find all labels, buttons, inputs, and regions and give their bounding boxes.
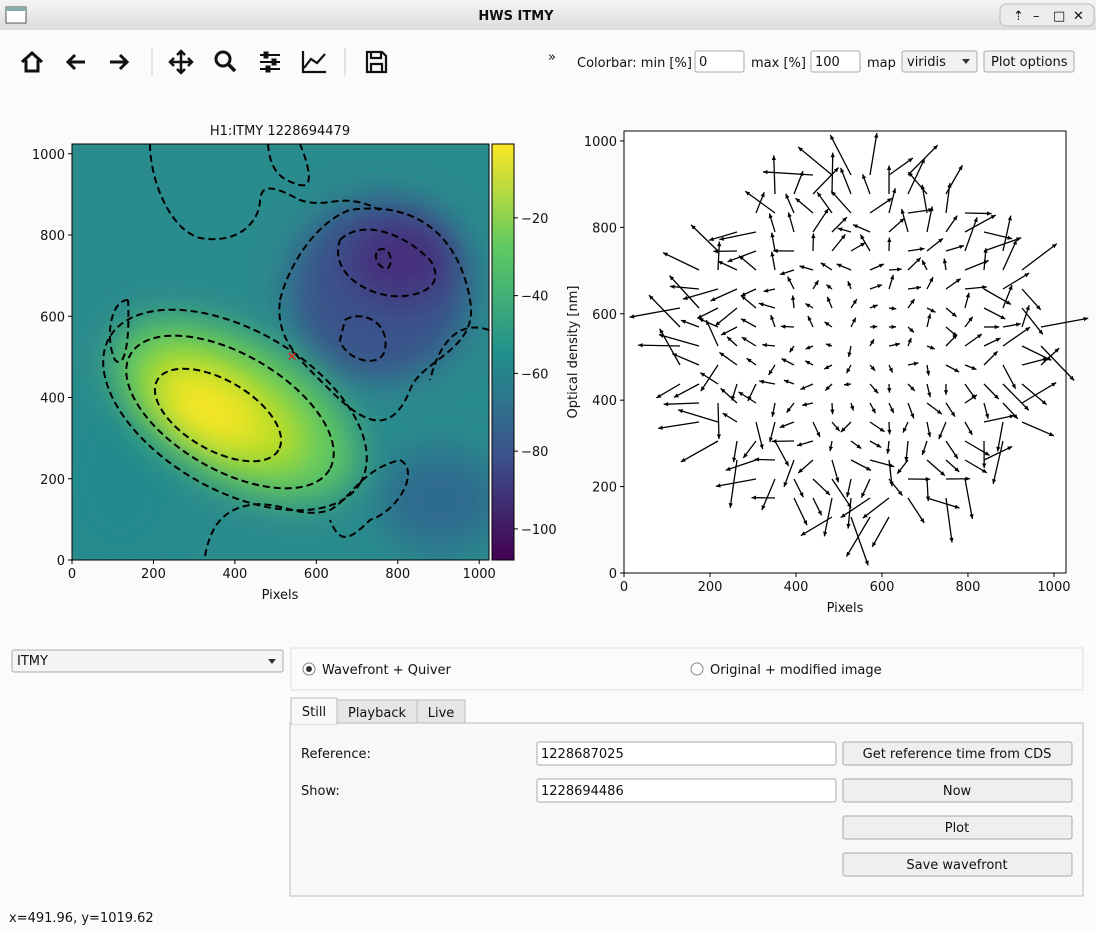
toolbar-overflow[interactable]: » xyxy=(548,50,556,65)
slider xyxy=(272,59,276,65)
x-tick-label: 400 xyxy=(784,580,809,595)
y-tick-label: 200 xyxy=(40,473,65,488)
radio-button[interactable] xyxy=(691,663,703,675)
x-tick-label: 1000 xyxy=(1037,580,1070,595)
slider xyxy=(264,52,268,58)
x-tick-label: 800 xyxy=(956,580,981,595)
colorbar xyxy=(492,144,514,560)
window-title: HWS ITMY xyxy=(478,9,554,24)
y-tick-label: 800 xyxy=(40,229,65,244)
window-buttons[interactable]: ⇡–□ ✕ xyxy=(1000,4,1094,26)
y-tick-label: 600 xyxy=(40,310,65,325)
colorbar-max-label: max [%] xyxy=(751,56,806,71)
y-tick-label: 400 xyxy=(592,394,617,409)
x-tick-label: 0 xyxy=(68,567,76,582)
status-bar: x=491.96, y=1019.62 xyxy=(9,911,154,926)
heatmap: ✕ xyxy=(60,144,500,560)
button-label: Plot xyxy=(945,821,970,836)
tab-label: Live xyxy=(428,706,455,721)
quiver-arrow xyxy=(638,345,680,346)
colorbar-min-label: Colorbar: min [%] xyxy=(577,56,692,71)
detector-combobox[interactable] xyxy=(12,650,283,672)
tab-label: Still xyxy=(302,705,326,720)
btn[interactable]: – xyxy=(1033,9,1040,24)
x-tick-label: 800 xyxy=(385,567,410,582)
x-tick-label: 600 xyxy=(304,567,329,582)
button-label: Save wavefront xyxy=(906,858,1007,873)
y-axis-label: Optical density [nm] xyxy=(566,286,581,419)
y-tick-label: 400 xyxy=(40,392,65,407)
btn[interactable]: □ xyxy=(1053,9,1065,24)
colorbar-tick-label: −100 xyxy=(521,523,557,538)
tab-label: Playback xyxy=(348,706,406,721)
map-label: map xyxy=(867,56,896,71)
radio-label: Original + modified image xyxy=(710,663,882,678)
x-tick-label: 0 xyxy=(620,580,628,595)
y-tick-label: 1000 xyxy=(584,135,617,150)
x-axis-label: Pixels xyxy=(827,601,864,616)
show-label: Show: xyxy=(301,784,340,799)
colorbar-tick-label: −80 xyxy=(521,445,548,460)
colorbar-tick-label: −60 xyxy=(521,367,548,382)
reference-label: Reference: xyxy=(301,747,371,762)
radio-dot xyxy=(306,666,312,672)
detector-value: ITMY xyxy=(17,654,48,669)
x-tick-label: 400 xyxy=(222,567,247,582)
colorbar-tick-label: −20 xyxy=(521,212,548,227)
marker: ✕ xyxy=(287,350,298,365)
x-tick-label: 200 xyxy=(141,567,166,582)
y-tick-label: 200 xyxy=(592,481,617,496)
button-label: Now xyxy=(943,784,972,799)
y-tick-label: 0 xyxy=(609,567,617,582)
x-tick-label: 1000 xyxy=(463,567,496,582)
show-value: 1228694486 xyxy=(541,784,624,799)
map-value: viridis xyxy=(907,55,946,70)
btn[interactable]: ✕ xyxy=(1073,9,1084,24)
window-icon-bar xyxy=(6,7,26,11)
slider xyxy=(266,66,270,72)
y-tick-label: 1000 xyxy=(32,148,65,163)
y-tick-label: 600 xyxy=(592,308,617,323)
colorbar-max-value: 100 xyxy=(815,55,840,70)
btn[interactable]: ⇡ xyxy=(1013,9,1024,24)
y-tick-label: 800 xyxy=(592,221,617,236)
y-tick-label: 0 xyxy=(57,554,65,569)
x-axis-label: Pixels xyxy=(262,588,299,603)
plot-title: H1:ITMY 1228694479 xyxy=(210,124,350,139)
colorbar-tick-label: −40 xyxy=(521,290,548,305)
x-tick-label: 200 xyxy=(698,580,723,595)
reference-value: 1228687025 xyxy=(541,747,624,762)
button-label: Get reference time from CDS xyxy=(863,747,1052,762)
quiver-arrow xyxy=(832,153,833,194)
quiver-frame xyxy=(624,131,1066,573)
radio-label: Wavefront + Quiver xyxy=(322,663,452,678)
colorbar-min-value: 0 xyxy=(699,55,707,70)
plot-options-label: Plot options xyxy=(991,55,1068,70)
x-tick-label: 600 xyxy=(870,580,895,595)
